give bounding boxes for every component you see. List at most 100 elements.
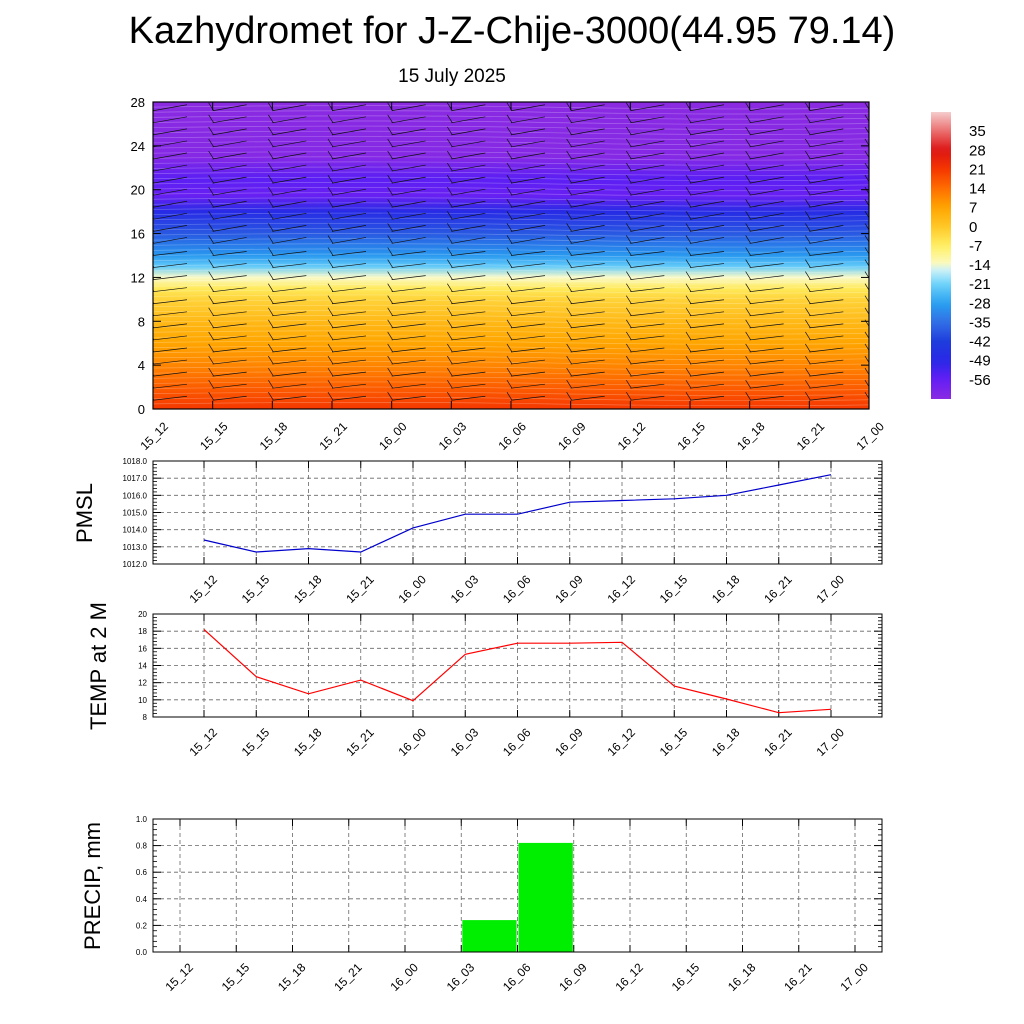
wind-barb-flag bbox=[268, 162, 274, 172]
wind-barb-flag bbox=[506, 259, 513, 268]
wind-barb-flag bbox=[566, 367, 572, 377]
wind-barb-flag bbox=[447, 331, 453, 341]
wind-barb-flag bbox=[327, 367, 334, 377]
wind-barb bbox=[212, 116, 247, 124]
wind-barb-flag bbox=[566, 259, 572, 268]
wind-barb bbox=[868, 194, 869, 196]
wind-barb-flag bbox=[626, 367, 632, 377]
wind-barb bbox=[391, 212, 426, 220]
contour-line bbox=[153, 207, 869, 212]
wind-barb-flag bbox=[805, 150, 811, 160]
wind-barb-flag bbox=[745, 259, 751, 268]
wind-barb bbox=[689, 104, 725, 112]
wind-barb-flag bbox=[387, 271, 393, 280]
wind-barb-flag bbox=[387, 355, 393, 365]
wind-barb bbox=[809, 323, 844, 329]
wind-barb-flag bbox=[626, 114, 632, 124]
wind-barb bbox=[153, 176, 188, 184]
wind-barb bbox=[570, 104, 605, 112]
wind-barb-flag bbox=[506, 174, 513, 184]
wind-barb bbox=[689, 251, 725, 256]
wind-barb-flag bbox=[447, 150, 453, 160]
wind-barb-flag bbox=[864, 223, 869, 231]
wind-barb bbox=[153, 347, 188, 353]
wind-barb bbox=[331, 383, 367, 389]
wind-barb bbox=[212, 188, 247, 196]
wind-barb-flag bbox=[685, 331, 692, 341]
wind-barb-flag bbox=[685, 138, 692, 148]
precip-x-tick-label: 16_06 bbox=[500, 960, 534, 994]
wind-barb-flag bbox=[208, 211, 214, 220]
wind-barb bbox=[212, 275, 247, 280]
wind-barb bbox=[749, 140, 784, 148]
wind-barb-flag bbox=[327, 199, 334, 208]
contour-line bbox=[153, 166, 869, 171]
wind-barb bbox=[570, 237, 605, 244]
pmsl-x-tick-label: 16_12 bbox=[604, 572, 638, 606]
wind-barb-flag bbox=[745, 271, 751, 280]
wind-barb-flag bbox=[268, 271, 274, 280]
wind-barb bbox=[868, 146, 869, 147]
wind-barb bbox=[630, 263, 665, 268]
wind-barb-flag bbox=[805, 355, 811, 365]
wind-barb bbox=[689, 164, 725, 172]
wind-barb bbox=[272, 188, 307, 196]
temp-axes: 8 10 12 14 16 18 20 15_12 15_15 15_18 15_21 16_00 16… bbox=[138, 610, 882, 759]
wind-barb bbox=[630, 287, 665, 293]
wind-barb-flag bbox=[626, 174, 632, 184]
wind-barb bbox=[451, 323, 486, 329]
wind-barb-flag bbox=[566, 343, 572, 353]
wind-barb-flag bbox=[745, 283, 751, 292]
wind-barb bbox=[153, 237, 188, 244]
wind-barb-flag bbox=[745, 355, 751, 365]
wind-barb bbox=[510, 275, 546, 280]
precip-x-tick-label: 17_00 bbox=[837, 960, 871, 994]
heatmap-x-tick-label: 16_21 bbox=[794, 419, 828, 453]
wind-barb bbox=[630, 188, 665, 196]
wind-barb-flag bbox=[626, 331, 632, 341]
wind-barb bbox=[272, 275, 307, 280]
wind-barb bbox=[451, 225, 486, 232]
wind-barb bbox=[689, 371, 725, 377]
wind-barb-flag bbox=[805, 319, 811, 329]
wind-barb-flag bbox=[864, 247, 869, 255]
wind-barb bbox=[570, 263, 605, 268]
heatmap-x-tick-label: 16_06 bbox=[495, 419, 529, 453]
wind-barb-flag bbox=[387, 126, 393, 136]
wind-barb-flag bbox=[745, 319, 751, 329]
heatmap-y-tick-label: 4 bbox=[138, 358, 145, 373]
contour-line bbox=[153, 258, 869, 263]
wind-barb-flag bbox=[327, 187, 334, 196]
heatmap-x-tick-label: 16_03 bbox=[436, 419, 470, 453]
wind-barb bbox=[272, 200, 307, 208]
precip-ylabel: PRECIP, mm bbox=[80, 822, 105, 950]
wind-barb bbox=[451, 140, 486, 148]
wind-barb bbox=[153, 164, 188, 172]
wind-barb-flag bbox=[745, 187, 751, 196]
wind-barb bbox=[689, 116, 725, 124]
wind-barb-flag bbox=[566, 379, 572, 389]
contour-line bbox=[153, 304, 869, 309]
wind-barb bbox=[272, 128, 307, 136]
wind-barb bbox=[331, 188, 367, 196]
wind-barb-flag bbox=[447, 307, 453, 316]
wind-barb-flag bbox=[805, 211, 811, 220]
wind-barb bbox=[689, 275, 725, 280]
wind-barb bbox=[212, 323, 247, 329]
wind-barb-flag bbox=[387, 174, 393, 184]
wind-barb-flag bbox=[805, 187, 811, 196]
wind-barb-flag bbox=[626, 259, 632, 268]
wind-barb-flag bbox=[268, 259, 274, 268]
wind-barb-flag bbox=[685, 174, 692, 184]
wind-barb-flag bbox=[805, 307, 811, 316]
wind-barb-flag bbox=[864, 367, 869, 376]
wind-barb-flag bbox=[447, 187, 453, 196]
wind-barb bbox=[809, 237, 844, 244]
precip-bars bbox=[462, 842, 573, 952]
wind-barb-flag bbox=[864, 331, 869, 339]
wind-barb bbox=[749, 237, 784, 244]
temp-x-tick-label: 16_15 bbox=[657, 725, 691, 759]
contour-line bbox=[153, 355, 869, 360]
wind-barb bbox=[212, 347, 247, 353]
wind-barb bbox=[809, 212, 844, 220]
